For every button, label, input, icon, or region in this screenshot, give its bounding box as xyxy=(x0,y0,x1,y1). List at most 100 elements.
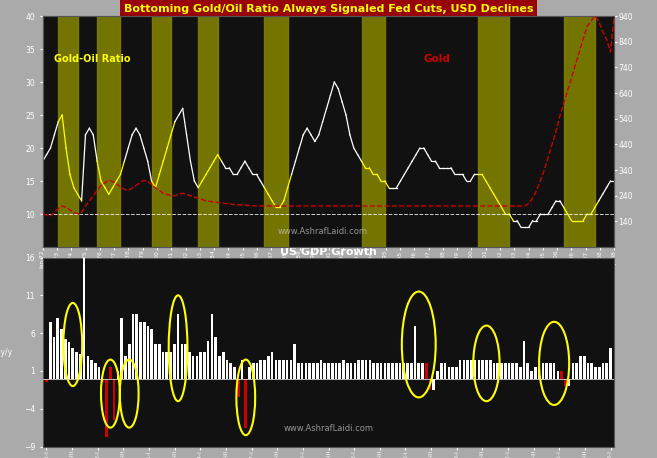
Bar xyxy=(530,371,533,378)
Bar xyxy=(113,378,116,420)
Bar xyxy=(198,16,217,247)
Bar xyxy=(267,356,269,378)
Bar xyxy=(252,363,255,378)
Bar xyxy=(64,339,66,378)
Bar xyxy=(83,257,85,378)
Bar xyxy=(350,363,352,378)
Bar xyxy=(76,352,78,378)
Title: US GDP Growth: US GDP Growth xyxy=(280,247,377,257)
Bar xyxy=(196,356,198,378)
Bar xyxy=(120,318,123,378)
Bar xyxy=(225,360,228,378)
Bar xyxy=(331,363,334,378)
Bar xyxy=(233,367,236,378)
Bar xyxy=(399,363,401,378)
Bar xyxy=(207,341,210,378)
Bar xyxy=(312,363,315,378)
Bar xyxy=(380,363,382,378)
Bar xyxy=(97,16,120,247)
Bar xyxy=(105,378,108,437)
Bar xyxy=(128,344,131,378)
Bar xyxy=(181,344,183,378)
Bar xyxy=(192,356,194,378)
Bar xyxy=(493,363,495,378)
Bar xyxy=(79,354,81,378)
Bar xyxy=(323,363,326,378)
Bar xyxy=(414,326,417,378)
Bar xyxy=(388,363,390,378)
Bar xyxy=(425,363,428,378)
Bar xyxy=(184,344,187,378)
Bar xyxy=(282,360,284,378)
Bar xyxy=(511,363,514,378)
Bar xyxy=(410,363,413,378)
Bar xyxy=(594,367,597,378)
Bar xyxy=(173,344,175,378)
Bar xyxy=(264,16,288,247)
Bar xyxy=(353,363,356,378)
Bar xyxy=(87,356,89,378)
Bar xyxy=(478,16,509,247)
Bar xyxy=(579,356,581,378)
Bar xyxy=(320,360,323,378)
Bar xyxy=(545,363,548,378)
Bar xyxy=(391,363,394,378)
Bar xyxy=(482,360,484,378)
Bar xyxy=(470,360,473,378)
Bar xyxy=(361,16,385,247)
Bar xyxy=(244,378,247,428)
Bar xyxy=(466,360,469,378)
Bar xyxy=(440,363,443,378)
Bar xyxy=(508,363,510,378)
Bar xyxy=(560,371,563,378)
Bar xyxy=(342,360,345,378)
Bar xyxy=(519,367,522,378)
Bar xyxy=(305,363,307,378)
Bar xyxy=(478,360,480,378)
Bar xyxy=(135,314,138,378)
Bar xyxy=(316,363,319,378)
Bar xyxy=(365,360,367,378)
Bar xyxy=(124,356,127,378)
Bar xyxy=(376,363,378,378)
Bar xyxy=(90,360,93,378)
Bar xyxy=(504,363,507,378)
Text: Gold-Oil Ratio: Gold-Oil Ratio xyxy=(55,54,131,64)
Bar xyxy=(214,337,217,378)
Bar xyxy=(57,318,59,378)
Bar xyxy=(275,360,277,378)
Bar xyxy=(203,352,206,378)
Text: Gold: Gold xyxy=(424,54,451,64)
Bar xyxy=(474,360,476,378)
Bar xyxy=(271,352,273,378)
Bar xyxy=(150,329,153,378)
Bar xyxy=(459,360,461,378)
Bar xyxy=(256,363,258,378)
Bar xyxy=(109,367,112,378)
Bar xyxy=(357,360,360,378)
Bar xyxy=(177,314,179,378)
Bar xyxy=(49,322,51,378)
Bar xyxy=(260,360,262,378)
Bar xyxy=(279,360,281,378)
Bar xyxy=(384,363,386,378)
Bar xyxy=(591,363,593,378)
Bar xyxy=(98,367,101,378)
Bar xyxy=(131,314,134,378)
Bar xyxy=(455,367,458,378)
Bar xyxy=(609,348,612,378)
Bar xyxy=(158,344,160,378)
Bar xyxy=(361,360,364,378)
Bar xyxy=(154,344,157,378)
Bar xyxy=(583,356,585,378)
Bar xyxy=(598,367,600,378)
Bar xyxy=(602,363,604,378)
Bar xyxy=(373,363,375,378)
Bar xyxy=(222,352,225,378)
Bar xyxy=(293,344,296,378)
Bar xyxy=(45,378,48,382)
Bar xyxy=(451,367,454,378)
Bar xyxy=(229,363,232,378)
Bar xyxy=(116,371,119,378)
Bar xyxy=(263,360,266,378)
